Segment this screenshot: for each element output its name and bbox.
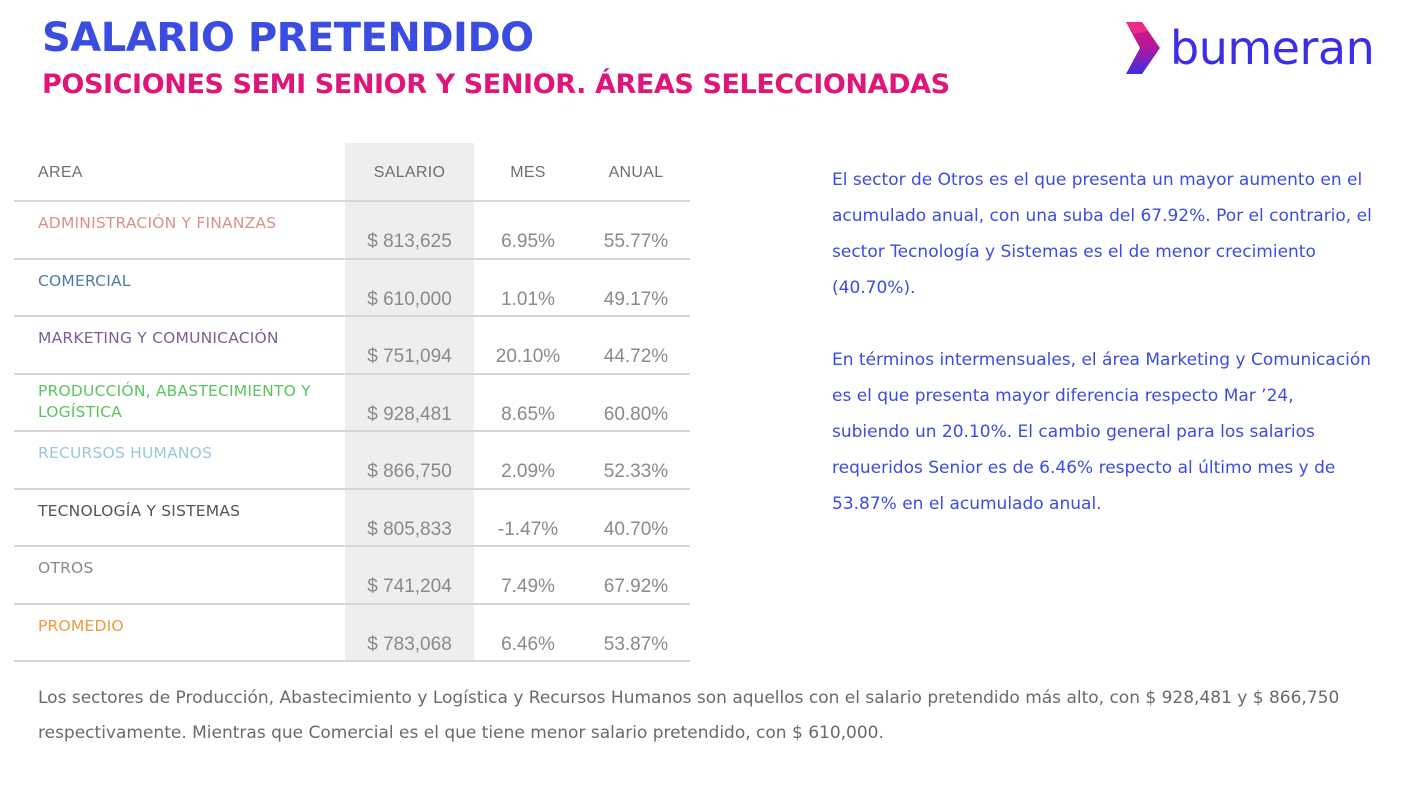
row-anual: 49.17% xyxy=(603,288,669,310)
row-mes: 2.09% xyxy=(501,461,555,482)
row-anual: 67.92% xyxy=(603,576,669,597)
header-anual: ANUAL xyxy=(608,164,664,181)
row-mes: 6.46% xyxy=(501,633,555,655)
row-mes: 6.95% xyxy=(501,231,555,252)
row-area: TECNOLOGÍA Y SISTEMAS xyxy=(38,501,241,520)
bottom-commentary: Los sectores de Producción, Abastecimien… xyxy=(38,688,1340,743)
row-mes: 7.49% xyxy=(501,576,555,597)
salary-table: AREA SALARIO MES ANUAL ADMINISTRACIÓN Y … xyxy=(14,143,690,662)
chevron-right-icon xyxy=(1126,22,1160,74)
row-salario: $ 813,625 xyxy=(367,231,452,252)
row-anual: 60.80% xyxy=(603,403,669,425)
page-subtitle: POSICIONES SEMI SENIOR Y SENIOR. ÁREAS S… xyxy=(42,69,950,100)
row-area: PROMEDIO xyxy=(38,616,124,635)
row-salario: $ 783,068 xyxy=(367,633,452,655)
row-area: OTROS xyxy=(38,559,94,577)
row-anual: 55.77% xyxy=(603,231,669,252)
row-anual: 44.72% xyxy=(603,346,669,367)
logo-text: bumeran xyxy=(1170,21,1375,75)
table-row: PROMEDIO $ 783,068 6.46% 53.87% xyxy=(14,605,690,662)
bumeran-logo: bumeran xyxy=(1122,16,1375,80)
row-salario: $ 805,833 xyxy=(367,518,452,540)
table-row: ADMINISTRACIÓN Y FINANZAS $ 813,625 6.95… xyxy=(14,202,690,260)
table-row: OTROS $ 741,204 7.49% 67.92% xyxy=(14,547,690,605)
table-row: MARKETING Y COMUNICACIÓN $ 751,094 20.10… xyxy=(14,317,690,375)
side-paragraph-1: El sector de Otros es el que presenta un… xyxy=(832,170,1372,298)
page-title: SALARIO PRETENDIDO xyxy=(42,15,534,61)
row-mes: 8.65% xyxy=(501,403,555,425)
header-divider xyxy=(14,200,690,202)
side-commentary: El sector de Otros es el que presenta un… xyxy=(832,162,1372,522)
table-row: PRODUCCIÓN, ABASTECIMIENTO Y LOGÍSTICA $… xyxy=(14,375,690,432)
table-row: COMERCIAL $ 610,000 1.01% 49.17% xyxy=(14,260,690,317)
row-area: MARKETING Y COMUNICACIÓN xyxy=(38,329,279,347)
header-mes: MES xyxy=(510,164,546,181)
table-row: RECURSOS HUMANOS $ 866,750 2.09% 52.33% xyxy=(14,432,690,490)
row-area: ADMINISTRACIÓN Y FINANZAS xyxy=(38,214,277,232)
row-salario: $ 751,094 xyxy=(367,346,452,367)
table-row: TECNOLOGÍA Y SISTEMAS $ 805,833 -1.47% 4… xyxy=(14,490,690,547)
row-mes: 20.10% xyxy=(495,346,561,367)
row-anual: 40.70% xyxy=(603,518,669,540)
row-area: PRODUCCIÓN, ABASTECIMIENTO Y LOGÍSTICA xyxy=(38,381,311,421)
row-anual: 52.33% xyxy=(603,461,669,482)
row-salario: $ 928,481 xyxy=(367,403,452,425)
row-area: COMERCIAL xyxy=(38,271,131,290)
row-mes: 1.01% xyxy=(501,288,555,310)
row-area: RECURSOS HUMANOS xyxy=(38,444,213,462)
salary-column-shade xyxy=(345,143,474,661)
header-area: AREA xyxy=(38,164,83,181)
header-salario: SALARIO xyxy=(373,164,446,181)
row-mes: -1.47% xyxy=(497,518,559,540)
row-salario: $ 866,750 xyxy=(367,461,452,482)
side-paragraph-2: En términos intermensuales, el área Mark… xyxy=(832,350,1372,514)
row-salario: $ 610,000 xyxy=(367,288,452,310)
row-anual: 53.87% xyxy=(603,633,669,655)
row-salario: $ 741,204 xyxy=(367,576,452,597)
